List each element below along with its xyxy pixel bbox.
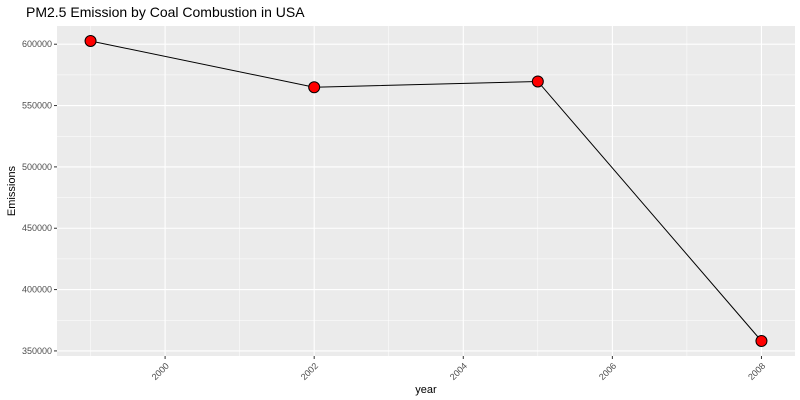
y-tick-label: 550000: [22, 101, 52, 111]
data-points: [84, 35, 768, 347]
x-tick-label: 2008: [746, 361, 767, 382]
plot-panel: [57, 26, 795, 356]
y-axis-ticks: 350000 400000 450000 500000 550000 600000: [22, 39, 57, 356]
x-axis-ticks: 2000 2002 2004 2006 2008: [150, 356, 767, 382]
data-point: [308, 81, 321, 94]
y-axis-title: Emissions: [6, 165, 18, 216]
y-tick-label: 500000: [22, 162, 52, 172]
data-point: [755, 335, 768, 347]
y-tick-label: 450000: [22, 223, 52, 233]
x-axis-title: year: [415, 384, 437, 396]
x-tick-label: 2000: [150, 361, 171, 382]
data-point: [84, 35, 97, 47]
y-tick-label: 600000: [22, 39, 52, 49]
y-tick-label: 400000: [22, 285, 52, 295]
chart-title: PM2.5 Emission by Coal Combustion in USA: [26, 4, 305, 20]
minor-gridlines: [57, 26, 795, 356]
data-point: [531, 75, 544, 88]
x-tick-label: 2002: [299, 361, 320, 382]
series-line: [90, 40, 762, 342]
y-tick-label: 350000: [22, 346, 52, 356]
x-tick-label: 2004: [448, 361, 469, 382]
x-tick-label: 2006: [597, 361, 618, 382]
major-gridlines: [57, 26, 795, 356]
